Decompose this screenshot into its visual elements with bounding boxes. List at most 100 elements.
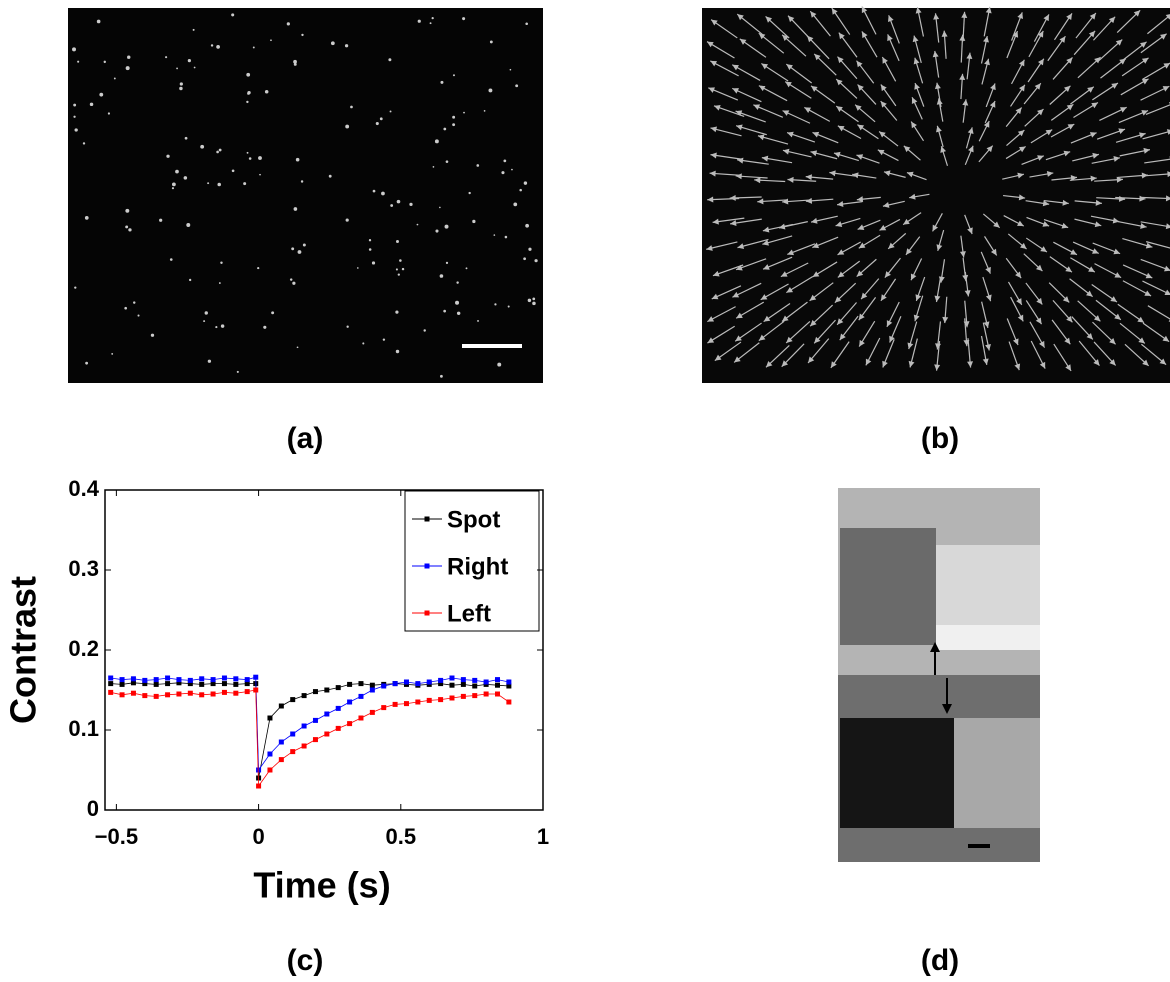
particle (399, 259, 402, 262)
particle (216, 45, 220, 49)
particle (443, 310, 446, 313)
particle (357, 267, 359, 269)
data-point (472, 678, 477, 683)
data-point (461, 694, 466, 699)
particle (207, 182, 209, 184)
particle (265, 90, 269, 94)
particle (90, 103, 93, 106)
data-point (313, 718, 318, 723)
particle (172, 182, 176, 186)
particle (433, 166, 435, 168)
particle (294, 207, 298, 211)
particle (513, 202, 517, 206)
particle (186, 223, 190, 227)
particle (176, 68, 178, 70)
particle (253, 46, 255, 48)
particle (445, 225, 449, 229)
data-point (427, 680, 432, 685)
data-point (279, 757, 284, 762)
data-point (302, 693, 307, 698)
particle (435, 139, 439, 143)
particle (216, 151, 219, 154)
particle (189, 279, 191, 281)
particle (124, 307, 127, 310)
y-axis-label: Contrast (3, 576, 44, 724)
particle (523, 257, 526, 260)
particle (258, 156, 262, 160)
data-point (472, 693, 477, 698)
particle (346, 218, 349, 221)
data-point (506, 680, 511, 685)
particle (376, 122, 379, 125)
data-point (120, 692, 125, 697)
particle (331, 41, 335, 45)
particle (508, 306, 510, 308)
data-point (461, 682, 466, 687)
data-point (233, 682, 238, 687)
particle (346, 326, 348, 328)
particle (194, 67, 196, 69)
data-point (449, 683, 454, 688)
data-point (438, 697, 443, 702)
data-point (211, 692, 216, 697)
particle (395, 311, 398, 314)
particle (519, 189, 522, 192)
particle (231, 13, 234, 16)
data-point (347, 700, 352, 705)
data-point (222, 676, 227, 681)
data-point (267, 752, 272, 757)
particle (270, 39, 272, 41)
y-tick-label: 0.3 (68, 556, 99, 581)
data-point (154, 677, 159, 682)
data-point (131, 691, 136, 696)
x-tick-label: 0.5 (385, 824, 416, 849)
particle (435, 229, 438, 232)
legend-marker (425, 564, 430, 569)
particle (350, 106, 353, 109)
particle (73, 116, 75, 118)
particle (179, 87, 182, 90)
data-point (108, 681, 113, 686)
data-point (495, 677, 500, 682)
data-point (415, 681, 420, 686)
particle (443, 128, 446, 131)
data-point (336, 726, 341, 731)
data-point (324, 712, 329, 717)
particle (390, 110, 392, 112)
particle (104, 61, 106, 63)
particle (432, 17, 434, 19)
particle (439, 207, 441, 209)
data-point (188, 678, 193, 683)
image-a (68, 8, 543, 383)
particle (138, 315, 140, 317)
particle (185, 137, 188, 140)
particle (193, 29, 195, 31)
particle (396, 268, 398, 270)
particle (75, 128, 78, 131)
particle (301, 180, 303, 182)
particle (423, 329, 425, 331)
panel-label: (d) (921, 944, 959, 977)
particle (440, 81, 443, 84)
particle (111, 353, 113, 355)
particle (484, 110, 486, 112)
particle (246, 101, 248, 103)
data-point (267, 768, 272, 773)
particle (97, 20, 101, 24)
particle (494, 234, 496, 236)
particle (180, 82, 183, 85)
data-point (176, 677, 181, 682)
legend-marker (425, 611, 430, 616)
particle (127, 55, 130, 58)
particle (133, 301, 135, 303)
data-point (165, 676, 170, 681)
particle (220, 262, 222, 264)
particle (525, 22, 528, 25)
particle (172, 187, 174, 189)
data-point (427, 698, 432, 703)
particle (369, 239, 371, 241)
data-point (358, 681, 363, 686)
image-b (702, 8, 1170, 383)
particle (528, 299, 531, 302)
particle (510, 69, 512, 71)
